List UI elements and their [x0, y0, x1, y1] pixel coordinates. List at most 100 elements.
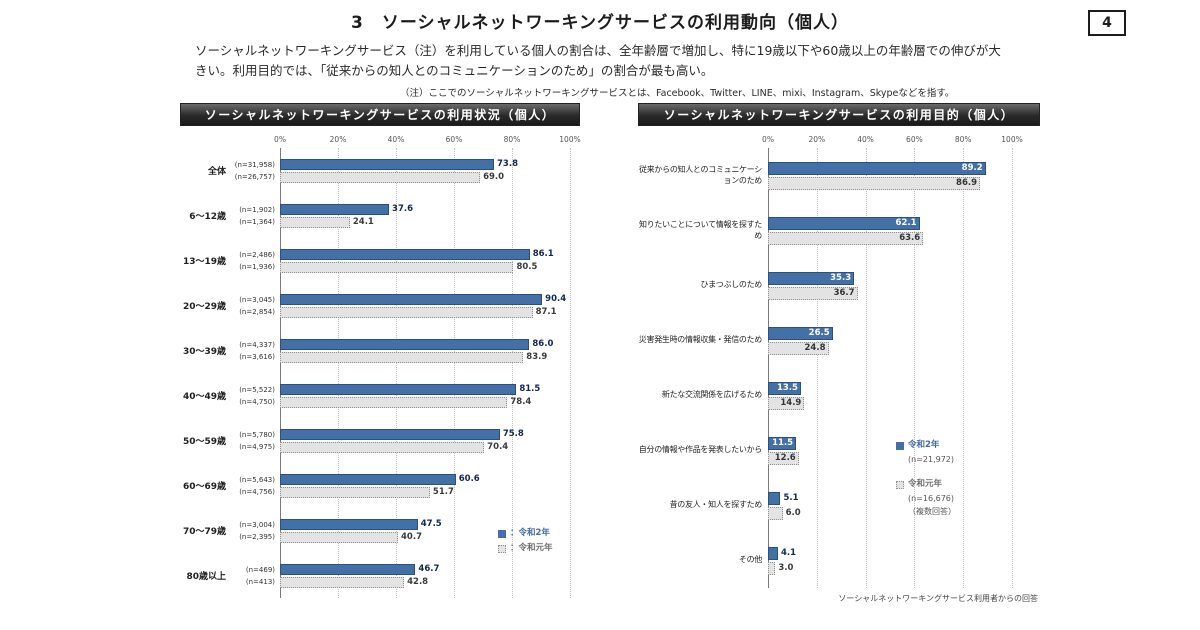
bar-reiwa2	[768, 436, 797, 450]
bar-track: 3.0	[768, 561, 1012, 575]
bar-track: 63.6	[768, 231, 1012, 245]
category-label: 80歳以上 (n=469) (n=413)	[180, 564, 280, 588]
bar-track: 75.8	[280, 428, 570, 440]
axis-tick: 100%	[559, 135, 581, 144]
bar-reiwa2	[280, 203, 390, 215]
bars-group: 35.3 36.7	[768, 271, 1012, 300]
category-label: 災害発生時の情報収集・発信のため	[638, 335, 768, 346]
age-label: 50～59歳	[182, 437, 226, 447]
age-label: 60～69歳	[182, 482, 226, 492]
chart-row: 全体 (n=31,958) (n=26,757) 73.8 69.0	[180, 148, 580, 193]
category-label: 60～69歳 (n=5,643) (n=4,756)	[180, 474, 280, 498]
bar-track: 89.2	[768, 161, 1012, 175]
axis-tick: 40%	[857, 135, 874, 144]
bar-reiwa1	[768, 506, 783, 520]
bar-reiwa1	[280, 576, 405, 588]
bar-reiwa2	[768, 546, 778, 560]
sample-size-reiwa2: (n=469)	[245, 565, 275, 574]
grid-line	[454, 148, 455, 598]
bar-reiwa1	[768, 176, 981, 190]
chart-row: 従来からの知人とのコミュニケーションのため 89.2 86.9	[638, 148, 1040, 203]
chart-row: 80歳以上 (n=469) (n=413) 46.7 42.8	[180, 553, 580, 598]
sample-sizes: (n=5,522) (n=4,750)	[226, 384, 280, 408]
grid-line	[512, 148, 513, 598]
grid-line	[570, 148, 571, 598]
value-label: 78.4	[510, 396, 532, 407]
bar-reiwa1	[768, 451, 799, 465]
value-label: 51.7	[432, 486, 454, 497]
value-label: 42.8	[407, 576, 429, 587]
sample-sizes: (n=5,643) (n=4,756)	[226, 474, 280, 498]
bar-reiwa1	[280, 531, 399, 543]
sample-size-reiwa1: (n=4,750)	[239, 397, 275, 406]
sample-size-reiwa1: (n=26,757)	[234, 172, 275, 181]
bars-group: 81.5 78.4	[280, 383, 570, 408]
axis-tick: 100%	[1001, 135, 1023, 144]
value-label: 13.5	[776, 382, 798, 393]
bar-reiwa2	[768, 271, 855, 285]
age-label: 70～79歳	[182, 527, 226, 537]
legend-n-reiwa1: (n=16,676)	[908, 494, 955, 503]
value-label: 86.0	[532, 338, 554, 349]
bar-reiwa2	[768, 491, 781, 505]
usage-chart-body: ：令和2年 ：令和元年 0% 20% 40% 60% 80% 100% 全体 (n=31,95…	[180, 132, 581, 598]
page-number-box: 4	[1088, 10, 1126, 36]
sample-size-reiwa2: (n=1,902)	[239, 205, 275, 214]
bar-track: 42.8	[280, 576, 570, 588]
sample-sizes: (n=3,004) (n=2,395)	[226, 519, 280, 543]
legend-item-reiwa2: 令和2年	[896, 438, 956, 453]
bar-track: 47.5	[280, 518, 570, 530]
value-label: 12.6	[774, 452, 796, 463]
category-label: その他	[638, 555, 768, 566]
value-label: 6.0	[785, 507, 801, 518]
x-axis: 0% 20% 40% 60% 80% 100%	[180, 132, 581, 148]
sample-size-reiwa1: (n=3,616)	[239, 352, 275, 361]
bars-group: 90.4 87.1	[280, 293, 570, 318]
intro-text: ソーシャルネットワーキングサービス（注）を利用している個人の割合は、全年齢層で増…	[195, 43, 1001, 78]
bar-track: 12.6	[768, 451, 1012, 465]
value-label: 81.5	[519, 383, 541, 394]
purpose-label: 従来からの知人とのコミュニケーションのため	[639, 164, 762, 185]
bar-track: 26.5	[768, 326, 1012, 340]
sample-size-reiwa2: (n=2,486)	[239, 250, 275, 259]
chart-row: 13～19歳 (n=2,486) (n=1,936) 86.1 80.5	[180, 238, 580, 283]
value-label: 24.1	[352, 216, 374, 227]
value-label: 35.3	[830, 272, 852, 283]
bar-reiwa2	[768, 326, 833, 340]
value-label: 5.1	[783, 492, 799, 503]
reiwa2-swatch-icon	[896, 441, 904, 450]
value-label: 86.1	[532, 248, 554, 259]
legend-note-multi-answer: （複数回答）	[908, 507, 956, 516]
chart-row: 50～59歳 (n=5,780) (n=4,975) 75.8 70.4	[180, 418, 580, 463]
bar-reiwa1	[280, 171, 481, 183]
category-label: 昔の友人・知人を探すため	[638, 500, 768, 511]
bars-group: 13.5 14.9	[768, 381, 1012, 410]
value-label: 62.1	[895, 217, 917, 228]
bars-group: 46.7 42.8	[280, 563, 570, 588]
bar-reiwa1	[280, 441, 485, 453]
grid-line	[1012, 148, 1013, 588]
sample-size-reiwa1: (n=4,975)	[239, 442, 275, 451]
bar-reiwa1	[280, 216, 350, 228]
usage-chart-title: ソーシャルネットワーキングサービスの利用状況（個人）	[180, 103, 580, 126]
value-label: 24.8	[804, 342, 826, 353]
bar-reiwa2	[280, 293, 543, 305]
sample-sizes: (n=1,902) (n=1,364)	[226, 204, 280, 228]
sample-sizes: (n=5,780) (n=4,975)	[226, 429, 280, 453]
category-label: 40～49歳 (n=5,522) (n=4,750)	[180, 384, 280, 408]
sample-size-reiwa1: (n=2,854)	[239, 307, 275, 316]
bar-track: 86.9	[768, 176, 1012, 190]
bar-track: 51.7	[280, 486, 570, 498]
legend-item-reiwa2: ：令和2年	[498, 526, 553, 541]
chart-row: 新たな交流関係を広げるため 13.5 14.9	[638, 368, 1040, 423]
bar-track: 24.1	[280, 216, 570, 228]
chart-row: 知りたいことについて情報を探すため 62.1 63.6	[638, 203, 1040, 258]
purpose-label: その他	[738, 555, 762, 565]
grid-lines	[768, 148, 1013, 588]
bar-track: 78.4	[280, 396, 570, 408]
bar-reiwa1	[768, 561, 776, 575]
category-label: 30～39歳 (n=4,337) (n=3,616)	[180, 339, 280, 363]
category-label: 13～19歳 (n=2,486) (n=1,936)	[180, 249, 280, 273]
sample-size-reiwa2: (n=5,780)	[239, 430, 275, 439]
bars-group: 62.1 63.6	[768, 216, 1012, 245]
